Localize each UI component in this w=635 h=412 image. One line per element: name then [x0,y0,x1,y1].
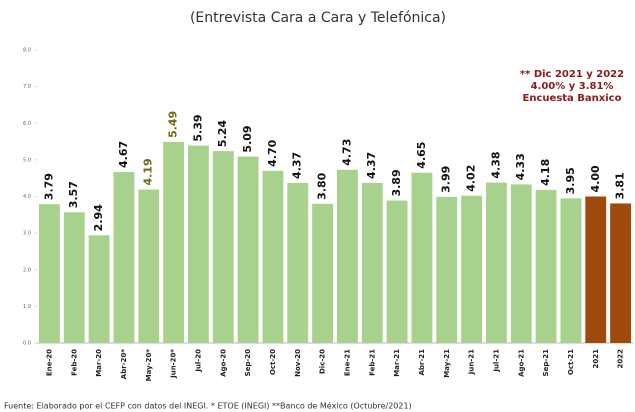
value-label: 5.39 [191,114,204,141]
x-tick-label: May-20* [145,349,153,382]
y-tick-label: 6.0 [23,121,31,127]
x-tick-label: 2021 [592,349,600,369]
x-tick-label: Jun-20* [170,349,178,379]
bar [187,145,209,343]
y-tick-label: 7.0 [23,84,31,90]
value-label: 3.95 [564,167,577,194]
bar [113,171,135,343]
value-label: 4.70 [266,139,279,166]
bar [585,196,607,343]
bar [336,169,358,343]
value-label: 3.80 [316,172,329,199]
x-tick-label: 2022 [617,349,625,369]
bar [361,182,383,343]
value-label: 4.33 [514,153,527,180]
value-label: 5.09 [241,125,254,152]
value-label: 3.99 [440,166,453,193]
bar [461,195,483,343]
x-tick-label: Feb-21 [368,349,376,376]
value-label: 4.67 [117,141,130,168]
y-tick-label: 4.0 [23,194,31,200]
annotation: Encuesta Banxico [523,93,622,104]
x-tick-label: Jul-21 [492,349,500,373]
bar [262,170,284,343]
bar [535,189,557,343]
bar [287,182,309,343]
bar [610,203,632,343]
x-tick-label: Ago-20 [219,349,227,377]
x-tick-label: Dic-20 [319,349,327,374]
value-label: 4.65 [415,142,428,169]
value-label: 5.49 [167,111,180,138]
y-tick-label: 8.0 [23,48,31,54]
x-tick-label: May-21 [443,349,451,378]
bar [485,182,507,343]
value-label: 3.57 [67,181,80,208]
bar [212,151,234,343]
bar [163,141,185,343]
value-label: 4.38 [489,151,502,178]
source-note: Fuente: Elaborado por el CEFP con datos … [4,401,412,411]
bar [560,198,582,343]
chart-title: (Entrevista Cara a Cara y Telefónica) [190,10,446,26]
bar [38,204,60,343]
x-tick-label: Sep-21 [542,349,550,377]
x-tick-label: Ago-21 [517,349,525,377]
value-label: 4.18 [539,159,552,186]
y-tick-label: 2.0 [23,267,31,273]
bar [386,200,408,343]
bar [436,196,458,343]
x-tick-label: Oct-21 [567,349,575,375]
x-tick-label: Feb-20 [70,349,78,376]
x-tick-label: Sep-20 [244,349,252,377]
x-tick-label: Ene-21 [343,349,351,376]
annotation: ** Dic 2021 y 2022 [520,69,624,80]
bar [237,156,259,343]
y-tick-label: 3.0 [23,231,31,237]
x-tick-label: Jun-21 [468,349,476,375]
x-tick-label: Abr-21 [418,349,426,376]
value-label: 4.37 [291,152,304,179]
value-label: 4.02 [465,165,478,192]
bar [411,172,433,343]
value-label: 3.89 [390,169,403,196]
value-label: 3.81 [614,172,627,199]
x-tick-label: Ene-20 [45,349,53,376]
value-label: 4.37 [365,152,378,179]
y-tick-label: 5.0 [23,157,31,163]
y-tick-label: 0.0 [23,341,31,347]
value-label: 4.00 [589,165,602,192]
bar [138,189,160,343]
x-tick-label: Jul-20 [194,349,202,373]
bar [63,212,85,343]
x-tick-label: Nov-20 [294,349,302,377]
x-tick-label: Mar-21 [393,349,401,377]
value-label: 4.19 [142,158,155,185]
value-label: 2.94 [92,204,105,231]
x-tick-label: Abr-20* [120,349,128,380]
bar [88,235,110,343]
value-label: 3.79 [42,173,55,200]
x-tick-label: Oct-20 [269,349,277,375]
annotation: 4.00% y 3.81% [531,81,614,92]
bar [510,184,532,343]
x-tick-label: Mar-20 [95,349,103,377]
value-label: 5.24 [216,120,229,147]
value-label: 4.73 [340,139,353,166]
y-tick-label: 1.0 [23,304,31,310]
bar [312,203,334,343]
